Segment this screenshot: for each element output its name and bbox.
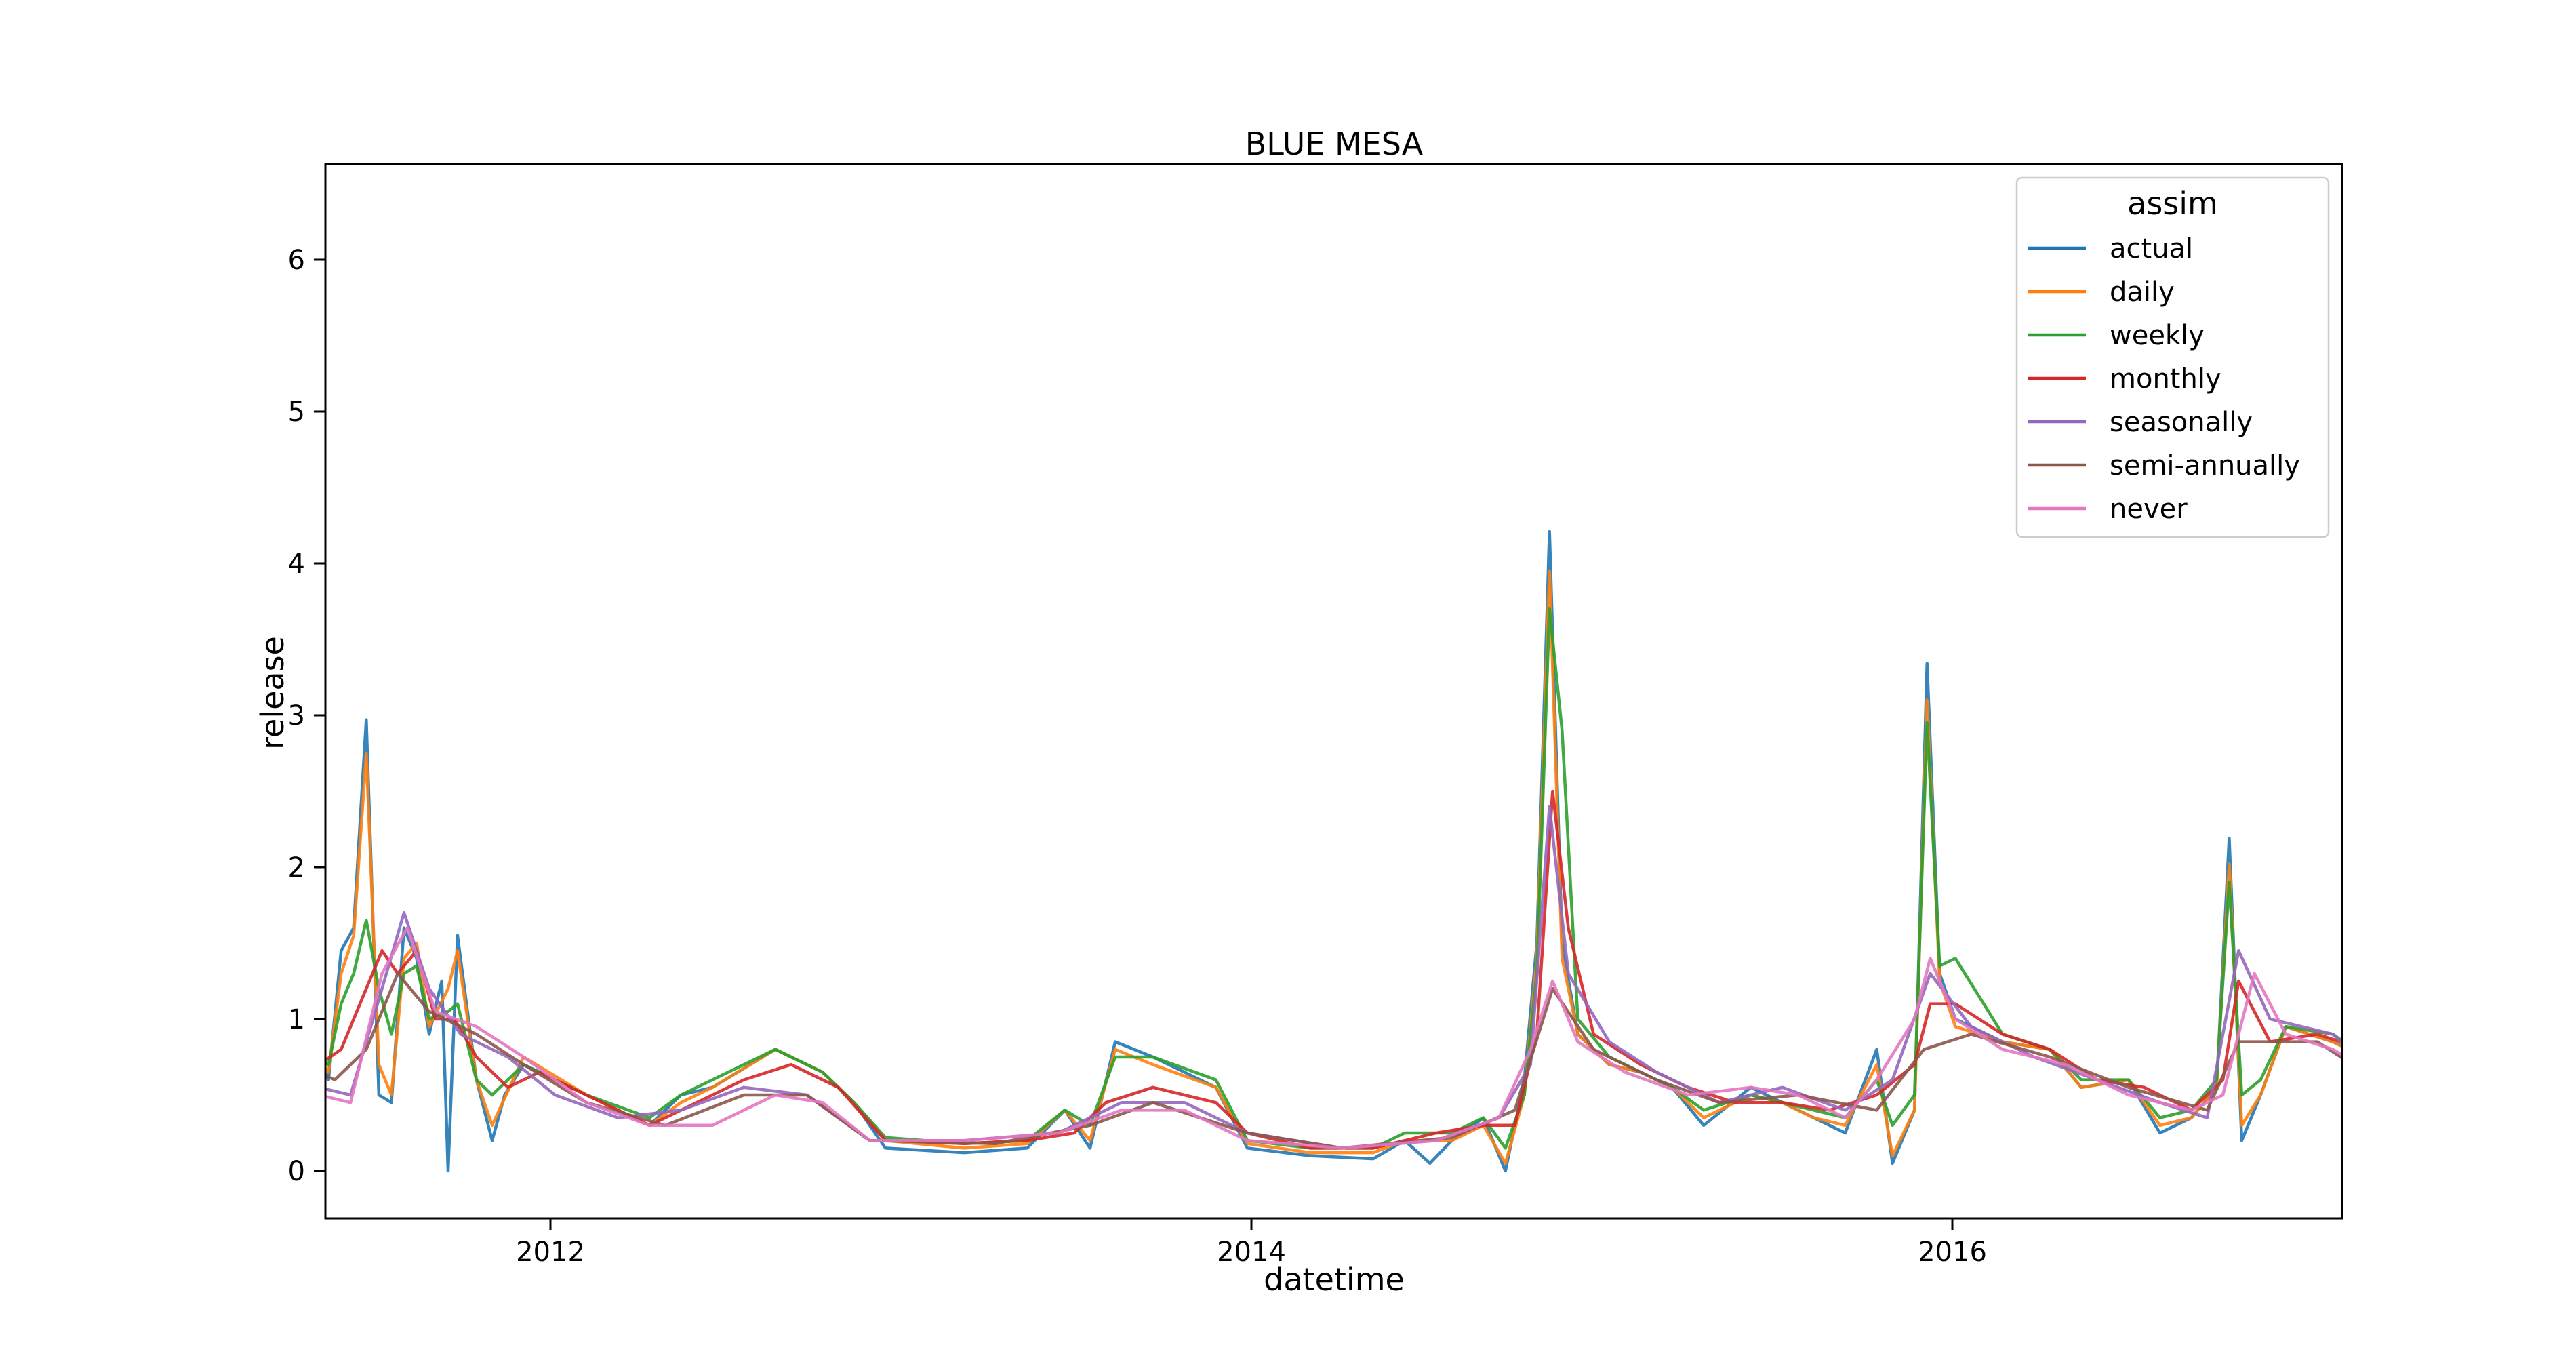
y-axis-label: release bbox=[254, 636, 291, 750]
chart-title: BLUE MESA bbox=[1245, 125, 1424, 162]
x-axis-label: datetime bbox=[1264, 1261, 1405, 1298]
x-axis: 201220142016201820202022 bbox=[516, 1218, 1987, 1268]
x-tick-label: 2016 bbox=[1918, 1237, 1987, 1268]
y-tick-label: 2 bbox=[288, 852, 305, 883]
legend-item-actual: actual bbox=[2028, 233, 2193, 264]
y-tick-label: 4 bbox=[288, 549, 305, 580]
y-tick-label: 0 bbox=[288, 1156, 305, 1187]
legend-item-seasonally: seasonally bbox=[2028, 407, 2253, 438]
y-tick-label: 1 bbox=[288, 1004, 305, 1035]
legend-label: never bbox=[2110, 494, 2188, 525]
series-line-semi-annually bbox=[325, 972, 2342, 1150]
legend-label: actual bbox=[2110, 233, 2193, 264]
plot-area bbox=[324, 163, 2343, 1220]
legend-label: monthly bbox=[2110, 363, 2221, 395]
plot-frame bbox=[324, 163, 2343, 1220]
legend-item-semi-annually: semi-annually bbox=[2028, 450, 2300, 481]
y-axis: 0 1 2 3 4 5 6 bbox=[288, 245, 325, 1187]
legend-label: daily bbox=[2110, 277, 2175, 308]
legend-title: assim bbox=[2127, 185, 2218, 222]
legend-item-daily: daily bbox=[2028, 277, 2175, 308]
y-tick-label: 5 bbox=[288, 397, 305, 428]
legend-label: semi-annually bbox=[2110, 450, 2300, 481]
y-tick-label: 6 bbox=[288, 245, 305, 276]
legend-item-monthly: monthly bbox=[2028, 363, 2221, 395]
x-tick-label: 2012 bbox=[516, 1237, 585, 1268]
legend-label: weekly bbox=[2110, 320, 2205, 351]
legend-item-never: never bbox=[2028, 494, 2188, 525]
legend-box bbox=[2015, 176, 2330, 538]
legend-label: seasonally bbox=[2110, 407, 2253, 438]
legend-entries: actual daily weekly monthly seasonally semi-a… bbox=[2028, 233, 2300, 525]
legend-item-weekly: weekly bbox=[2028, 320, 2205, 351]
series-layer bbox=[325, 530, 2342, 1173]
x-tick-label: 2014 bbox=[1217, 1237, 1286, 1268]
legend: assim actual daily weekly monthly seasonally… bbox=[2015, 176, 2330, 538]
y-tick-label: 3 bbox=[288, 700, 305, 732]
series-line-never bbox=[325, 926, 2342, 1150]
